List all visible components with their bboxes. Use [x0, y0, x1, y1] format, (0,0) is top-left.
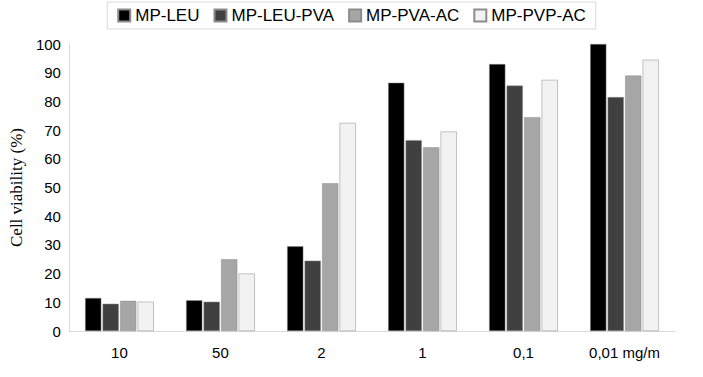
svg-text:Cell viability (%): Cell viability (%)	[7, 128, 26, 247]
svg-text:10: 10	[44, 294, 61, 311]
svg-text:2: 2	[317, 344, 325, 361]
svg-text:MP-PVA-AC: MP-PVA-AC	[366, 6, 459, 25]
svg-text:90: 90	[44, 64, 61, 81]
svg-text:40: 40	[44, 208, 61, 225]
svg-text:60: 60	[44, 150, 61, 167]
svg-text:MP-PVP-AC: MP-PVP-AC	[491, 6, 585, 25]
svg-text:50: 50	[44, 179, 61, 196]
svg-text:70: 70	[44, 122, 61, 139]
svg-text:10: 10	[111, 344, 128, 361]
svg-text:0: 0	[53, 323, 61, 340]
svg-text:30: 30	[44, 236, 61, 253]
svg-text:0,1: 0,1	[513, 344, 534, 361]
svg-text:MP-LEU: MP-LEU	[135, 6, 199, 25]
svg-text:80: 80	[44, 93, 61, 110]
svg-text:1: 1	[418, 344, 426, 361]
svg-text:MP-LEU-PVA: MP-LEU-PVA	[231, 6, 334, 25]
svg-text:50: 50	[212, 344, 229, 361]
svg-text:20: 20	[44, 265, 61, 282]
svg-text:0,01 mg/m: 0,01 mg/m	[589, 344, 660, 361]
svg-text:100: 100	[36, 36, 61, 53]
